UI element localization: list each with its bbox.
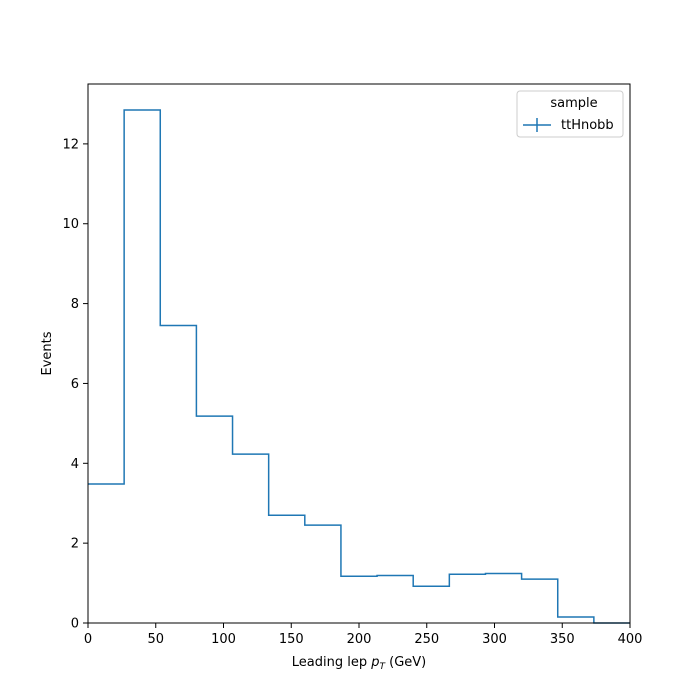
x-tick-label: 100 [211, 632, 236, 647]
histogram-bin [88, 484, 124, 623]
histogram-bin [233, 454, 269, 623]
y-tick-label: 10 [62, 217, 79, 232]
x-tick-label: 300 [482, 632, 507, 647]
histogram-bin [558, 617, 594, 623]
y-tick-label: 4 [71, 457, 79, 472]
x-tick-label: 200 [347, 632, 372, 647]
histogram-bin [305, 525, 341, 623]
histogram-bin [269, 515, 305, 623]
plot-frame [87, 83, 631, 624]
histogram-bin [160, 326, 196, 623]
y-tick-label: 6 [71, 377, 79, 392]
legend: sample ttHnobb [516, 90, 624, 138]
x-axis-label: Leading lep pT (GeV) [292, 655, 426, 672]
x-tick-label: 250 [414, 632, 439, 647]
y-tick-label: 12 [62, 137, 79, 152]
histogram-bin [124, 110, 160, 623]
y-axis-label: Events [40, 331, 55, 375]
histogram-bin [449, 574, 485, 623]
y-tick-label: 0 [71, 617, 79, 632]
y-tick-label: 2 [71, 537, 79, 552]
histogram-bin [196, 416, 232, 623]
x-tick-label: 50 [147, 632, 164, 647]
histogram-bin [522, 579, 558, 623]
x-tick-label: 350 [550, 632, 575, 647]
legend-entry-ttHnobb: ttHnobb [523, 118, 614, 133]
histogram-bin [341, 576, 377, 623]
x-tick-label: 0 [84, 632, 92, 647]
histogram-bin [377, 575, 413, 623]
legend-title: sample [550, 96, 597, 111]
x-tick-label: 400 [618, 632, 643, 647]
y-tick-label: 8 [71, 297, 79, 312]
plot-area [88, 109, 630, 624]
histogram-bin [413, 586, 449, 623]
legend-label: ttHnobb [561, 118, 614, 133]
y-axis-ticks: 0 2 4 6 8 10 12 [62, 137, 88, 632]
histogram-step-line [88, 109, 630, 624]
x-tick-label: 150 [279, 632, 304, 647]
x-axis-ticks: 0 50 100 150 200 250 300 350 400 [84, 623, 643, 647]
histogram-bin [485, 573, 521, 623]
